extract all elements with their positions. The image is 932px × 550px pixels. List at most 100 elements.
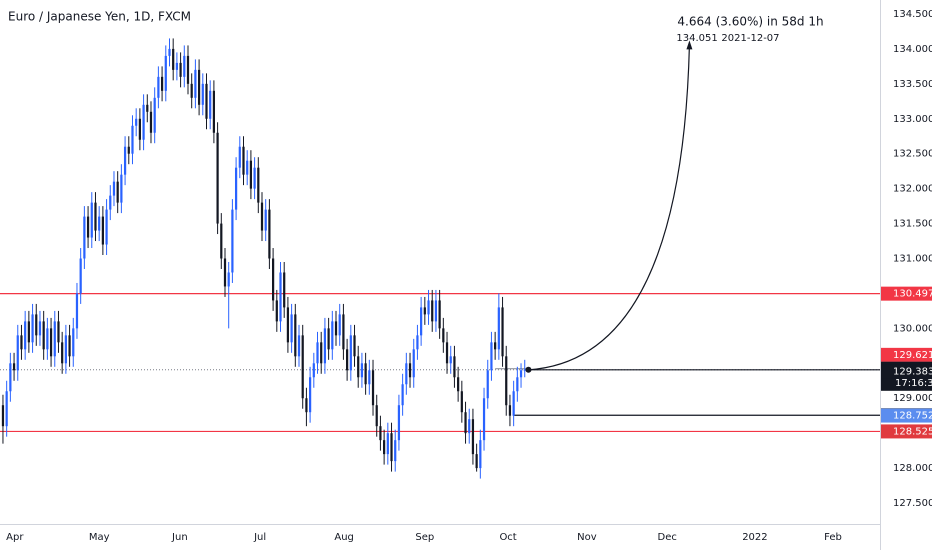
candle-body — [216, 132, 219, 224]
candle-body — [20, 335, 23, 350]
candle-body — [490, 342, 493, 371]
candle-body — [449, 356, 452, 364]
y-tick-label: 127.500 — [893, 498, 932, 509]
candle-body — [475, 454, 478, 469]
x-tick-label: Feb — [824, 532, 842, 543]
candle-body — [101, 216, 104, 245]
candle-body — [31, 314, 34, 343]
x-tick-label: Jul — [253, 532, 266, 543]
candle-body — [294, 314, 297, 357]
candle-body — [297, 335, 301, 357]
candle-body — [371, 370, 375, 406]
candle-body — [123, 146, 127, 175]
candle-body — [138, 118, 141, 140]
candle-body — [268, 209, 271, 259]
candle-body — [83, 216, 86, 259]
y-tick-label: 133.500 — [893, 79, 932, 90]
candle-body — [146, 104, 149, 112]
y-tick-label: 132.500 — [893, 149, 932, 160]
candle-body — [220, 223, 223, 259]
candle-body — [194, 69, 197, 98]
candle-body — [131, 125, 134, 154]
candle-body — [416, 335, 419, 350]
x-tick-label: Sep — [415, 532, 434, 543]
candle-body — [320, 342, 323, 364]
candle-body — [412, 349, 415, 378]
candle-body — [327, 328, 330, 350]
y-tick-label: 130.000 — [893, 323, 932, 334]
price-badge — [881, 347, 932, 362]
x-tick-label: Oct — [499, 532, 516, 543]
candle-body — [86, 216, 90, 238]
projection-curve — [528, 45, 691, 371]
y-tick-label: 133.000 — [893, 114, 932, 125]
chart-title: Euro / Japanese Yen, 1D, FXCM — [8, 10, 191, 24]
candle-body — [379, 426, 382, 441]
candle-body — [127, 146, 130, 154]
candle-body — [142, 104, 145, 140]
candle-body — [75, 293, 79, 329]
y-tick-label: 134.500 — [893, 9, 932, 20]
candle-body — [508, 405, 512, 416]
candle-body — [427, 300, 430, 315]
candle-body — [408, 363, 412, 378]
candle-body — [486, 370, 489, 399]
candle-body — [212, 90, 216, 133]
x-tick-label: Jun — [171, 532, 188, 543]
candle-body — [375, 405, 378, 427]
projection-end — [686, 40, 693, 50]
candle-body — [49, 328, 53, 357]
x-tick-label: 2022 — [742, 532, 767, 543]
candle-body — [72, 328, 75, 357]
candle-body — [57, 321, 60, 343]
candle-body — [360, 363, 364, 378]
candle-body — [471, 419, 475, 455]
candle-body — [234, 167, 238, 210]
candle-body — [464, 412, 467, 434]
price-badge — [881, 408, 932, 423]
price-badge-label: 128.525 — [893, 426, 932, 437]
candle-body — [246, 160, 249, 175]
candle-body — [334, 321, 338, 336]
candle-body — [279, 272, 282, 322]
candle-body — [16, 335, 19, 371]
candle-body — [46, 328, 49, 350]
candle-body — [423, 307, 426, 315]
candle-body — [24, 321, 27, 350]
candle-body — [445, 342, 449, 364]
candle-body — [505, 356, 508, 406]
candle-body — [482, 398, 486, 441]
candle-body — [346, 349, 349, 371]
candle-body — [27, 321, 30, 343]
candle-body — [308, 377, 312, 413]
candle-body — [312, 363, 315, 378]
candle-body — [38, 321, 42, 336]
candle-body — [9, 363, 12, 392]
candle-body — [420, 307, 423, 336]
candle-body — [116, 181, 119, 203]
candle-body — [209, 90, 212, 119]
candle-body — [301, 335, 304, 399]
candle-body — [271, 258, 275, 301]
candle-body — [405, 363, 408, 385]
candle-body — [1, 405, 5, 427]
candle-body — [164, 55, 167, 91]
candle-body — [64, 335, 67, 364]
candle-body — [197, 69, 201, 105]
candle-body — [79, 258, 82, 294]
price-badge-label: 128.752 — [893, 411, 932, 422]
candle-body — [353, 335, 356, 357]
candle-body — [523, 369, 526, 371]
projection-price: 134.051 — [676, 33, 717, 44]
candle-body — [183, 55, 186, 77]
candle-body — [401, 384, 404, 406]
candle-body — [342, 314, 345, 350]
x-tick-label: May — [89, 532, 110, 543]
candle-body — [98, 216, 101, 231]
candle-body — [186, 55, 190, 84]
candle-body — [501, 307, 504, 357]
candle-body — [460, 391, 463, 413]
y-tick-label: 128.000 — [893, 463, 932, 474]
